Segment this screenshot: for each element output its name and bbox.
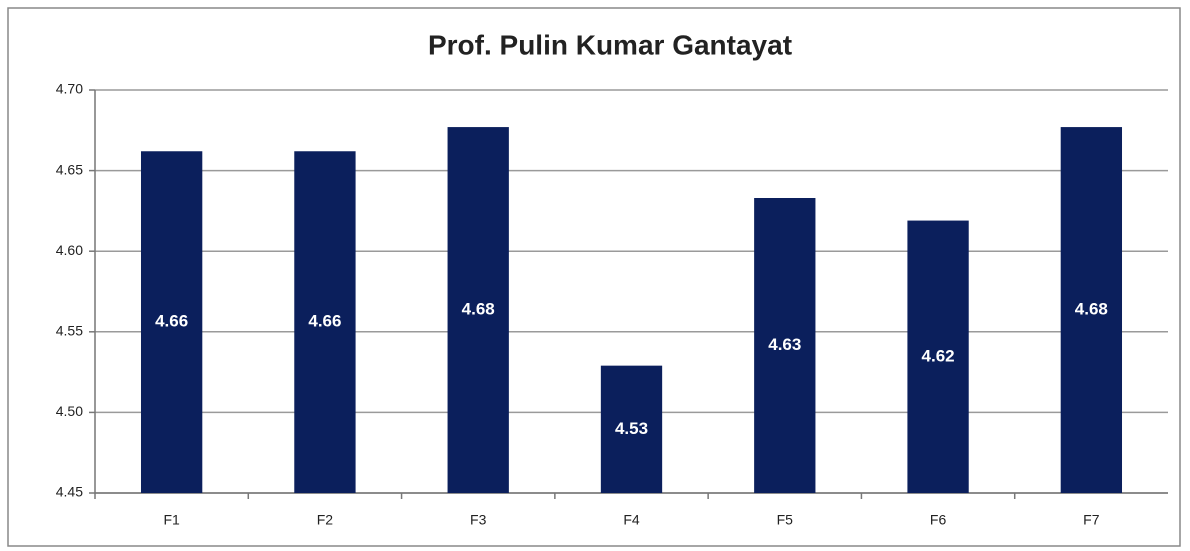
x-tick-label: F7 bbox=[1083, 512, 1100, 528]
chart-title: Prof. Pulin Kumar Gantayat bbox=[428, 29, 792, 60]
y-tick-label: 4.65 bbox=[56, 161, 83, 177]
x-tick-label: F3 bbox=[470, 512, 487, 528]
bar bbox=[447, 127, 509, 494]
bar bbox=[294, 151, 356, 494]
data-label: 4.68 bbox=[1075, 300, 1108, 319]
y-tick-label: 4.55 bbox=[56, 323, 83, 339]
data-label: 4.66 bbox=[155, 312, 188, 331]
bar bbox=[754, 198, 816, 493]
bar bbox=[600, 365, 663, 493]
x-tick-label: F4 bbox=[623, 512, 640, 528]
data-label: 4.63 bbox=[768, 335, 801, 354]
data-label: 4.68 bbox=[462, 300, 495, 319]
x-tick-label: F2 bbox=[317, 512, 334, 528]
chart-frame bbox=[7, 7, 1181, 547]
bar bbox=[907, 220, 969, 493]
data-label: 4.66 bbox=[308, 312, 341, 331]
y-tick-label: 4.60 bbox=[56, 242, 83, 258]
x-tick-label: F5 bbox=[777, 512, 794, 528]
x-tick-label: F1 bbox=[163, 512, 180, 528]
y-tick-label: 4.70 bbox=[56, 81, 83, 97]
x-tick-label: F6 bbox=[930, 512, 947, 528]
y-tick-label: 4.50 bbox=[56, 403, 83, 419]
bar bbox=[1060, 127, 1123, 494]
bar bbox=[140, 151, 203, 494]
data-label: 4.53 bbox=[615, 419, 648, 438]
data-label: 4.62 bbox=[922, 346, 955, 365]
y-tick-label: 4.45 bbox=[56, 484, 83, 500]
